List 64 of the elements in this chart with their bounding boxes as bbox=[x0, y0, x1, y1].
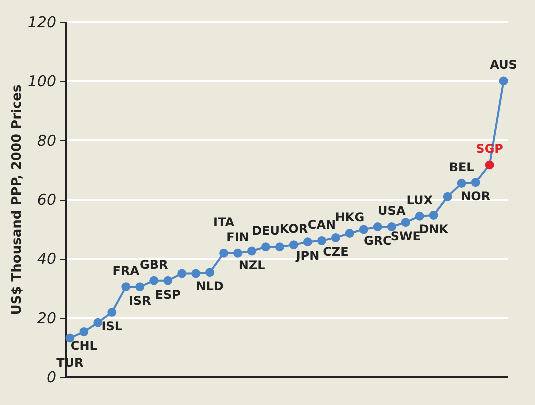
x-tick-label: BEL bbox=[449, 160, 475, 175]
point bbox=[359, 225, 368, 234]
y-tick-label: 60 bbox=[37, 191, 56, 209]
x-tick-label: FRA bbox=[112, 264, 140, 278]
x-tick-label: DNK bbox=[419, 222, 450, 236]
x-tick-label: GRC bbox=[364, 234, 392, 248]
point bbox=[80, 328, 89, 336]
x-tick-label: NLD bbox=[196, 280, 224, 294]
x-tick-label: GBR bbox=[140, 258, 168, 272]
x-tick-label: FIN bbox=[226, 230, 250, 244]
x-tick-label: ISL bbox=[102, 320, 123, 334]
x-tick-label: CZE bbox=[323, 244, 349, 259]
y-tick-label: 80 bbox=[37, 132, 56, 150]
x-tick-label: AUS bbox=[490, 58, 518, 72]
y-tick-label: 100 bbox=[28, 72, 56, 91]
point bbox=[164, 276, 173, 286]
point bbox=[485, 160, 494, 170]
point bbox=[192, 269, 201, 278]
point bbox=[248, 246, 257, 256]
y-tick-label: 120 bbox=[28, 14, 56, 32]
x-tick-label: NZL bbox=[238, 258, 266, 272]
point bbox=[136, 282, 145, 292]
point bbox=[317, 236, 326, 246]
x-tick-label: DEU bbox=[252, 224, 280, 238]
point bbox=[471, 178, 480, 188]
y-tick-label: 20 bbox=[37, 309, 56, 328]
point bbox=[220, 248, 229, 258]
point bbox=[304, 238, 312, 247]
y-axis-title: US$ Thousand PPP, 2000 Prices bbox=[10, 84, 25, 316]
point bbox=[122, 282, 131, 292]
x-tick-label: CHL bbox=[70, 339, 98, 354]
point bbox=[206, 268, 215, 278]
point bbox=[290, 240, 298, 250]
point bbox=[234, 248, 243, 258]
y-tick-label: 0 bbox=[46, 368, 56, 386]
x-tick-label: NOR bbox=[461, 190, 491, 204]
x-tick-label: USA bbox=[378, 204, 406, 218]
point bbox=[108, 308, 117, 317]
x-tick-label: ISR bbox=[128, 294, 152, 308]
y-tick-label: 40 bbox=[37, 250, 56, 268]
x-tick-label: CAN bbox=[308, 218, 336, 232]
point bbox=[178, 269, 187, 278]
x-tick-label: ITA bbox=[214, 215, 236, 230]
point bbox=[415, 212, 424, 221]
point bbox=[387, 222, 396, 232]
x-tick-label: LUX bbox=[406, 193, 434, 208]
point bbox=[262, 242, 270, 252]
point bbox=[94, 318, 103, 328]
x-tick-label: JPN bbox=[295, 249, 320, 264]
point bbox=[150, 276, 159, 286]
point bbox=[373, 222, 382, 232]
x-tick-label: KOR bbox=[280, 222, 308, 236]
point bbox=[443, 192, 452, 202]
point bbox=[66, 334, 75, 343]
point bbox=[457, 179, 466, 188]
x-tick-label: ESP bbox=[155, 288, 182, 302]
point bbox=[499, 76, 508, 86]
point bbox=[331, 233, 340, 242]
point bbox=[429, 211, 438, 220]
x-tick-label: SWE bbox=[390, 230, 421, 244]
x-tick-label: HKG bbox=[335, 210, 365, 225]
point bbox=[345, 229, 354, 238]
point bbox=[276, 242, 284, 252]
point bbox=[401, 218, 410, 228]
